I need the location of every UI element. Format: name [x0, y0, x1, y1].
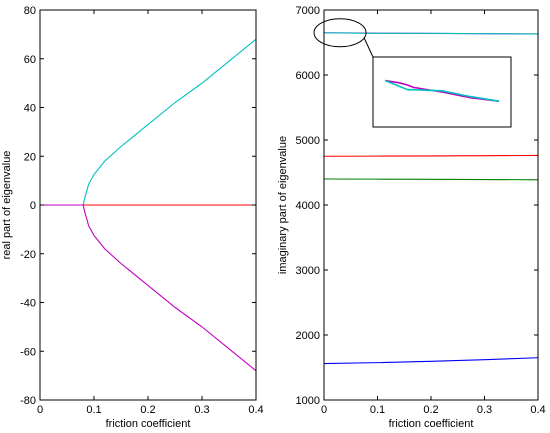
left-series-line-0 [40, 38, 257, 206]
right-x-axis-label: friction coefficient [389, 418, 474, 430]
left-y-tick-label: 40 [24, 103, 36, 115]
left-y-tick-label: 60 [24, 54, 36, 66]
zoom-inset-series-line-0 [384, 79, 500, 102]
left-x-tick-label: 0.4 [248, 404, 263, 416]
zoom-region-ellipse [313, 18, 367, 48]
right-y-tick-label: 7000 [296, 5, 320, 17]
right-series-line-3 [323, 178, 539, 181]
zoom-inset-series-line-1 [384, 79, 500, 102]
left-x-tick-label: 0.1 [86, 404, 101, 416]
left-y-axis-label: real part of eigenvalue [1, 151, 13, 260]
left-y-tick-label: 20 [24, 151, 36, 163]
left-panel-real-part: 0 0.1 0.2 0.3 0.4 -80 -60 -40 -20 0 20 40 60 80 fricti… [1, 5, 264, 430]
right-series-line-4 [323, 357, 539, 365]
right-y-tick-label: 5000 [296, 135, 320, 147]
left-x-tick-label: 0.3 [194, 404, 209, 416]
zoom-connector-line [363, 37, 374, 58]
right-y-tick-label: 1000 [296, 395, 320, 407]
left-x-tick-label: 0.2 [140, 404, 155, 416]
right-x-tick-label: 0 [321, 404, 327, 416]
right-series-line-2 [323, 154, 539, 157]
right-x-tick-label: 0.3 [477, 404, 492, 416]
right-y-tick-label: 6000 [296, 70, 320, 82]
right-panel-imaginary-part: 0 0.1 0.2 0.3 0.4 1000 2000 3000 4000 5000 6000 700… [277, 5, 546, 430]
right-x-tick-label: 0.1 [370, 404, 385, 416]
left-y-tick-label: -40 [20, 298, 36, 310]
right-x-tick-label: 0.2 [423, 404, 438, 416]
left-series-line-2 [40, 204, 257, 372]
right-y-tick-label: 2000 [296, 330, 320, 342]
left-y-tick-label: -60 [20, 346, 36, 358]
right-y-tick-label: 4000 [296, 200, 320, 212]
left-y-tick-label: -20 [20, 249, 36, 261]
left-y-tick-label: -80 [20, 395, 36, 407]
right-y-axis-label: imaginary part of eigenvalue [277, 136, 289, 274]
right-x-tick-label: 0.4 [530, 404, 545, 416]
right-series-line-1 [323, 32, 539, 35]
left-x-axis-label: friction coefficient [106, 418, 191, 430]
left-y-tick-label: 0 [30, 200, 36, 212]
right-y-tick-label: 3000 [296, 265, 320, 277]
left-x-tick-label: 0 [37, 404, 43, 416]
left-y-tick-label: 80 [24, 5, 36, 17]
